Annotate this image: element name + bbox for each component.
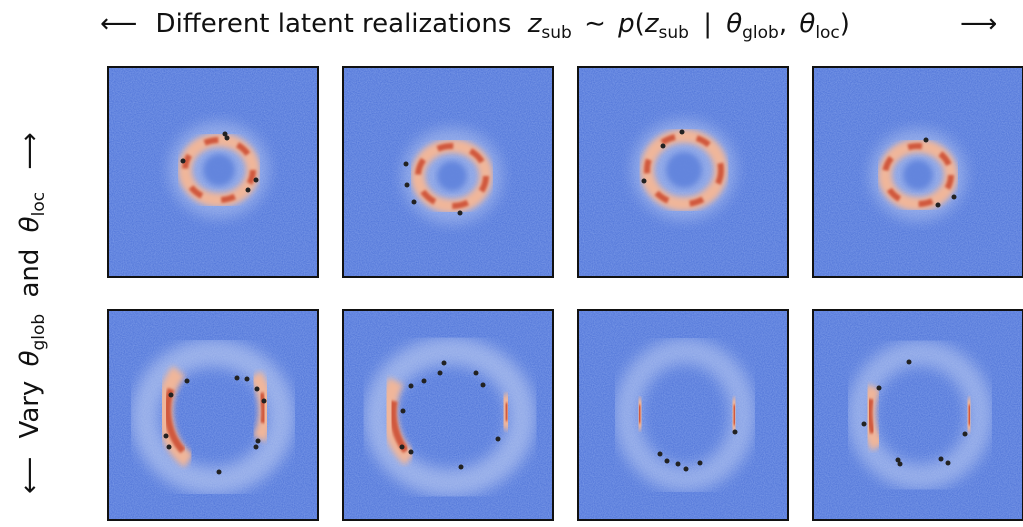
panel-row2-col1 xyxy=(107,309,319,521)
panel-row2-col2 xyxy=(342,309,554,521)
panel-row1-col1 xyxy=(107,66,319,278)
panel-row1-col2 xyxy=(342,66,554,278)
header-left-arrow: ⟵ xyxy=(100,9,137,39)
side-right-arrow: ⟶ xyxy=(15,132,45,169)
svg-text:⟵ Vary θglob: ⟵ Vary θglob and θloc ⟶ xyxy=(15,132,51,494)
row-side-label: ⟵ Vary θglob and θloc ⟶ xyxy=(15,132,51,494)
header-right-arrow: ⟶ xyxy=(960,9,997,39)
svg-text:⟵ Different latent reali: ⟵ Different latent realizations zsub ∼ p… xyxy=(100,9,850,45)
side-left-arrow: ⟵ xyxy=(15,457,45,494)
column-header-label: ⟵ Different latent realizations zsub ∼ p… xyxy=(100,9,997,45)
panel-row1-col3 xyxy=(577,66,789,278)
panel-row2-col4 xyxy=(812,309,1023,521)
header-text: Different latent realizations xyxy=(156,9,512,39)
panel-row2-col3 xyxy=(577,309,789,521)
side-text: Vary xyxy=(15,381,45,439)
panel-row1-col4 xyxy=(812,66,1023,278)
